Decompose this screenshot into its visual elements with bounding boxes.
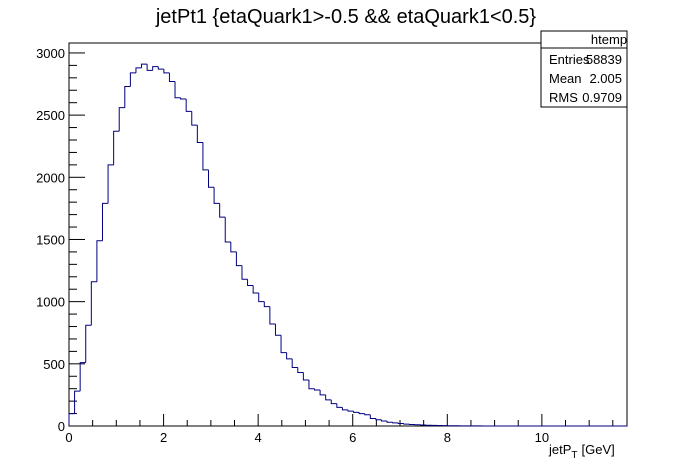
stats-mean-label: Mean — [549, 71, 582, 86]
histogram-bin — [319, 389, 326, 396]
x-tick-label: 2 — [160, 430, 167, 445]
x-axis-tick-labels: 0 2 4 6 8 10 — [65, 430, 549, 445]
histogram-bin — [118, 107, 125, 132]
histogram-bin — [358, 412, 365, 415]
chart-title: jetPt1 {etaQuark1>-0.5 && etaQuark1<0.5} — [155, 6, 537, 28]
y-tick-label: 1500 — [36, 232, 65, 247]
stats-entries-value: 58839 — [586, 52, 622, 67]
histogram-bin — [129, 72, 136, 87]
histogram-bin — [68, 413, 75, 426]
x-tick-label: 10 — [535, 430, 549, 445]
histogram-bin — [302, 372, 309, 381]
histogram-bin — [107, 164, 114, 204]
histogram-bin — [208, 169, 215, 188]
histogram-bin — [269, 306, 276, 325]
histogram-bin — [196, 125, 203, 143]
histogram-bin — [291, 358, 298, 369]
y-tick-label: 500 — [43, 357, 65, 372]
histogram-bin — [314, 388, 321, 391]
histogram-bin — [274, 324, 282, 336]
histogram-bin — [325, 394, 332, 401]
stats-rms-label: RMS — [549, 90, 578, 105]
y-tick-label: 2500 — [36, 108, 65, 123]
y-tick-label: 2000 — [36, 170, 65, 185]
histogram-bin — [101, 202, 109, 241]
histogram-bin — [74, 390, 81, 414]
stats-rms-value: 0.9709 — [582, 90, 622, 105]
histogram-bin — [185, 98, 192, 112]
histogram-bin — [386, 421, 393, 423]
histogram-bins — [68, 63, 627, 427]
histogram-bin — [403, 423, 410, 425]
stats-entries-label: Entries — [549, 52, 590, 67]
plot-frame — [68, 42, 628, 427]
histogram-bin — [247, 279, 254, 286]
x-tick-label: 8 — [444, 430, 451, 445]
x-tick-label: 4 — [255, 430, 262, 445]
y-axis-ticks — [69, 52, 85, 427]
histogram-bin — [341, 407, 348, 411]
histogram-bin — [369, 414, 376, 420]
histogram-bin — [308, 379, 315, 390]
stats-mean-value: 2.005 — [589, 71, 622, 86]
histogram-bin — [85, 324, 92, 363]
histogram-bin — [280, 335, 287, 354]
x-tick-label: 6 — [349, 430, 356, 445]
stats-box-name: htemp — [591, 32, 627, 47]
histogram-bin — [163, 69, 170, 74]
histogram-bin — [353, 411, 360, 413]
y-tick-label: 0 — [58, 419, 65, 434]
histogram-bin — [263, 301, 270, 308]
x-axis-ticks — [68, 414, 614, 426]
histogram-bin — [241, 265, 248, 280]
histogram-bin — [90, 281, 97, 326]
histogram-bin — [297, 367, 304, 374]
histogram-bin — [96, 240, 103, 282]
histogram-bin — [347, 409, 354, 412]
histogram-bin — [258, 292, 265, 303]
histogram-bin — [180, 97, 187, 100]
histogram-bin — [202, 142, 209, 171]
histogram-bin — [146, 64, 153, 71]
y-tick-label: 1000 — [36, 295, 65, 310]
histogram-bin — [152, 66, 159, 71]
histogram-bin — [230, 241, 237, 253]
histogram-bin — [157, 66, 164, 70]
histogram-bin — [364, 413, 371, 416]
histogram-bin — [191, 111, 198, 126]
histogram-bin — [113, 130, 120, 165]
y-tick-label: 3000 — [36, 46, 65, 61]
histogram-bin — [397, 422, 404, 425]
histogram-bin — [124, 86, 131, 108]
histogram-bin — [392, 422, 399, 424]
histogram-bin — [380, 419, 388, 422]
stats-box-frame — [540, 30, 628, 108]
histogram-bin — [224, 217, 231, 243]
x-axis-title: jetPT [GeV] — [548, 442, 615, 461]
x-tick-label: 0 — [65, 430, 72, 445]
histogram-bin — [330, 399, 337, 405]
histogram-bin — [375, 418, 382, 421]
histogram-bin — [141, 63, 148, 68]
histogram-bin — [135, 67, 142, 73]
histogram-bin — [252, 285, 259, 294]
histogram-bin — [168, 72, 176, 83]
histogram-bin — [235, 251, 242, 267]
histogram-bin — [336, 403, 343, 408]
histogram-bin — [286, 352, 293, 360]
y-axis-tick-labels: 0 500 1000 1500 2000 2500 3000 — [36, 46, 65, 434]
histogram-bin — [219, 203, 226, 218]
histogram-bin — [174, 81, 181, 99]
histogram-bin — [79, 362, 86, 392]
histogram-bin — [213, 187, 220, 204]
stats-box: htemp Entries 58839 Mean 2.005 RMS 0.970… — [540, 30, 628, 108]
